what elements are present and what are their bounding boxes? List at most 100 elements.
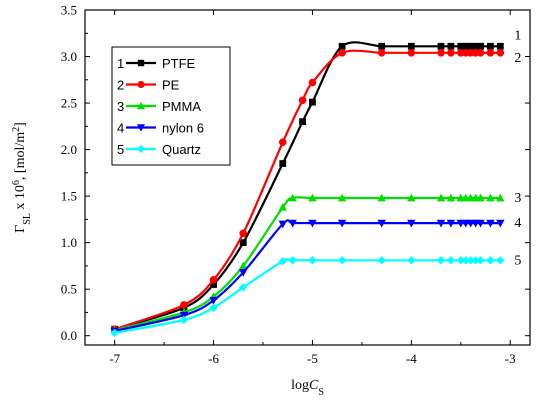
data-point [308,219,317,228]
data-point [486,219,495,228]
data-point [436,193,446,202]
data-point [299,118,306,126]
data-point [239,239,247,247]
y-tick-label: 1.0 [61,235,77,250]
series-end-label: 3 [514,191,521,206]
y-tick-label: 3.5 [61,3,77,18]
data-point [456,256,465,265]
series-end-label: 2 [514,51,521,66]
data-point [137,124,145,132]
data-point [278,220,287,229]
series-end-label: 4 [514,216,521,231]
legend-label: PE [162,78,180,93]
x-tick-label: -7 [109,351,120,366]
series-ptfe [111,41,504,333]
data-point [496,193,505,202]
data-point [437,49,445,57]
data-point [471,256,480,265]
data-point [476,256,485,265]
data-point [239,261,248,270]
data-point [338,42,346,50]
data-point [377,256,386,265]
x-axis-title-var: C [309,378,319,393]
data-point [298,96,307,105]
data-point [487,42,494,50]
y-axis-title-unit-sup: 2 [11,127,22,132]
x-tick-label: -4 [406,351,417,366]
plot-frame [84,9,531,346]
data-point [338,49,346,57]
series-pe [110,49,505,333]
data-point [377,219,386,228]
data-point [137,101,145,110]
legend-label: PMMA [162,99,201,114]
legend-number: 2 [117,78,124,93]
data-point [288,193,297,202]
data-point [437,42,445,50]
data-point [436,219,446,228]
data-point [377,49,386,57]
data-point [447,49,455,57]
data-point [278,202,287,211]
series-end-label: 5 [514,253,521,268]
y-axis-title-unit: , [mol/m [13,132,28,180]
data-point [496,256,505,265]
x-tick-label: -6 [208,351,219,366]
data-point [337,256,347,265]
data-point [288,219,297,228]
data-point [110,328,119,338]
data-point [239,269,248,277]
data-point [407,49,416,57]
data-point [472,42,480,50]
x-axis-title-sub: S [318,387,324,398]
data-point [308,193,317,202]
legend-label: Quartz [162,142,201,157]
y-axis-title-close: ] [13,122,28,127]
data-point [308,78,317,87]
series-nylon-6 [110,219,505,336]
series-layer [110,41,505,338]
data-point [279,160,287,167]
series-quartz [110,256,505,338]
data-point [278,257,287,266]
series-line [114,219,501,333]
data-point [447,42,455,50]
data-point [486,193,495,202]
legend-number: 1 [117,56,124,71]
data-point [378,42,386,50]
y-tick-label: 0.0 [61,328,77,343]
y-tick-label: 2.0 [61,142,77,157]
data-point [137,59,145,67]
y-tick-label: 2.5 [61,96,77,111]
data-point [462,42,470,50]
data-point [239,229,248,238]
data-point [337,219,347,228]
data-point [337,193,347,202]
data-point [179,315,189,325]
y-axis-title: ΓSL x 106, [mol/m2] [11,122,33,233]
y-axis-title-mid: x 10 [13,185,28,213]
data-point [496,42,504,50]
x-axis-title: logCS [291,378,324,398]
legend-label: PTFE [162,56,196,71]
y-axis-title-sup: 6 [11,180,22,185]
data-point [461,256,470,265]
series-end-label: 1 [514,28,521,43]
data-point [496,219,505,228]
y-tick-label: 0.5 [61,282,77,297]
series-line [114,258,501,334]
data-point [209,303,218,312]
data-point [137,145,145,153]
x-axis-title-main: log [291,378,309,393]
data-point [180,301,188,309]
data-point [137,80,145,89]
x-tick-label: -3 [505,351,516,366]
y-axis-title-sub: SL [22,213,33,225]
data-point [407,219,416,228]
x-tick-label: -5 [307,351,318,366]
data-point [446,193,456,202]
data-point [209,276,218,284]
data-point [446,256,456,265]
data-point [457,42,465,50]
